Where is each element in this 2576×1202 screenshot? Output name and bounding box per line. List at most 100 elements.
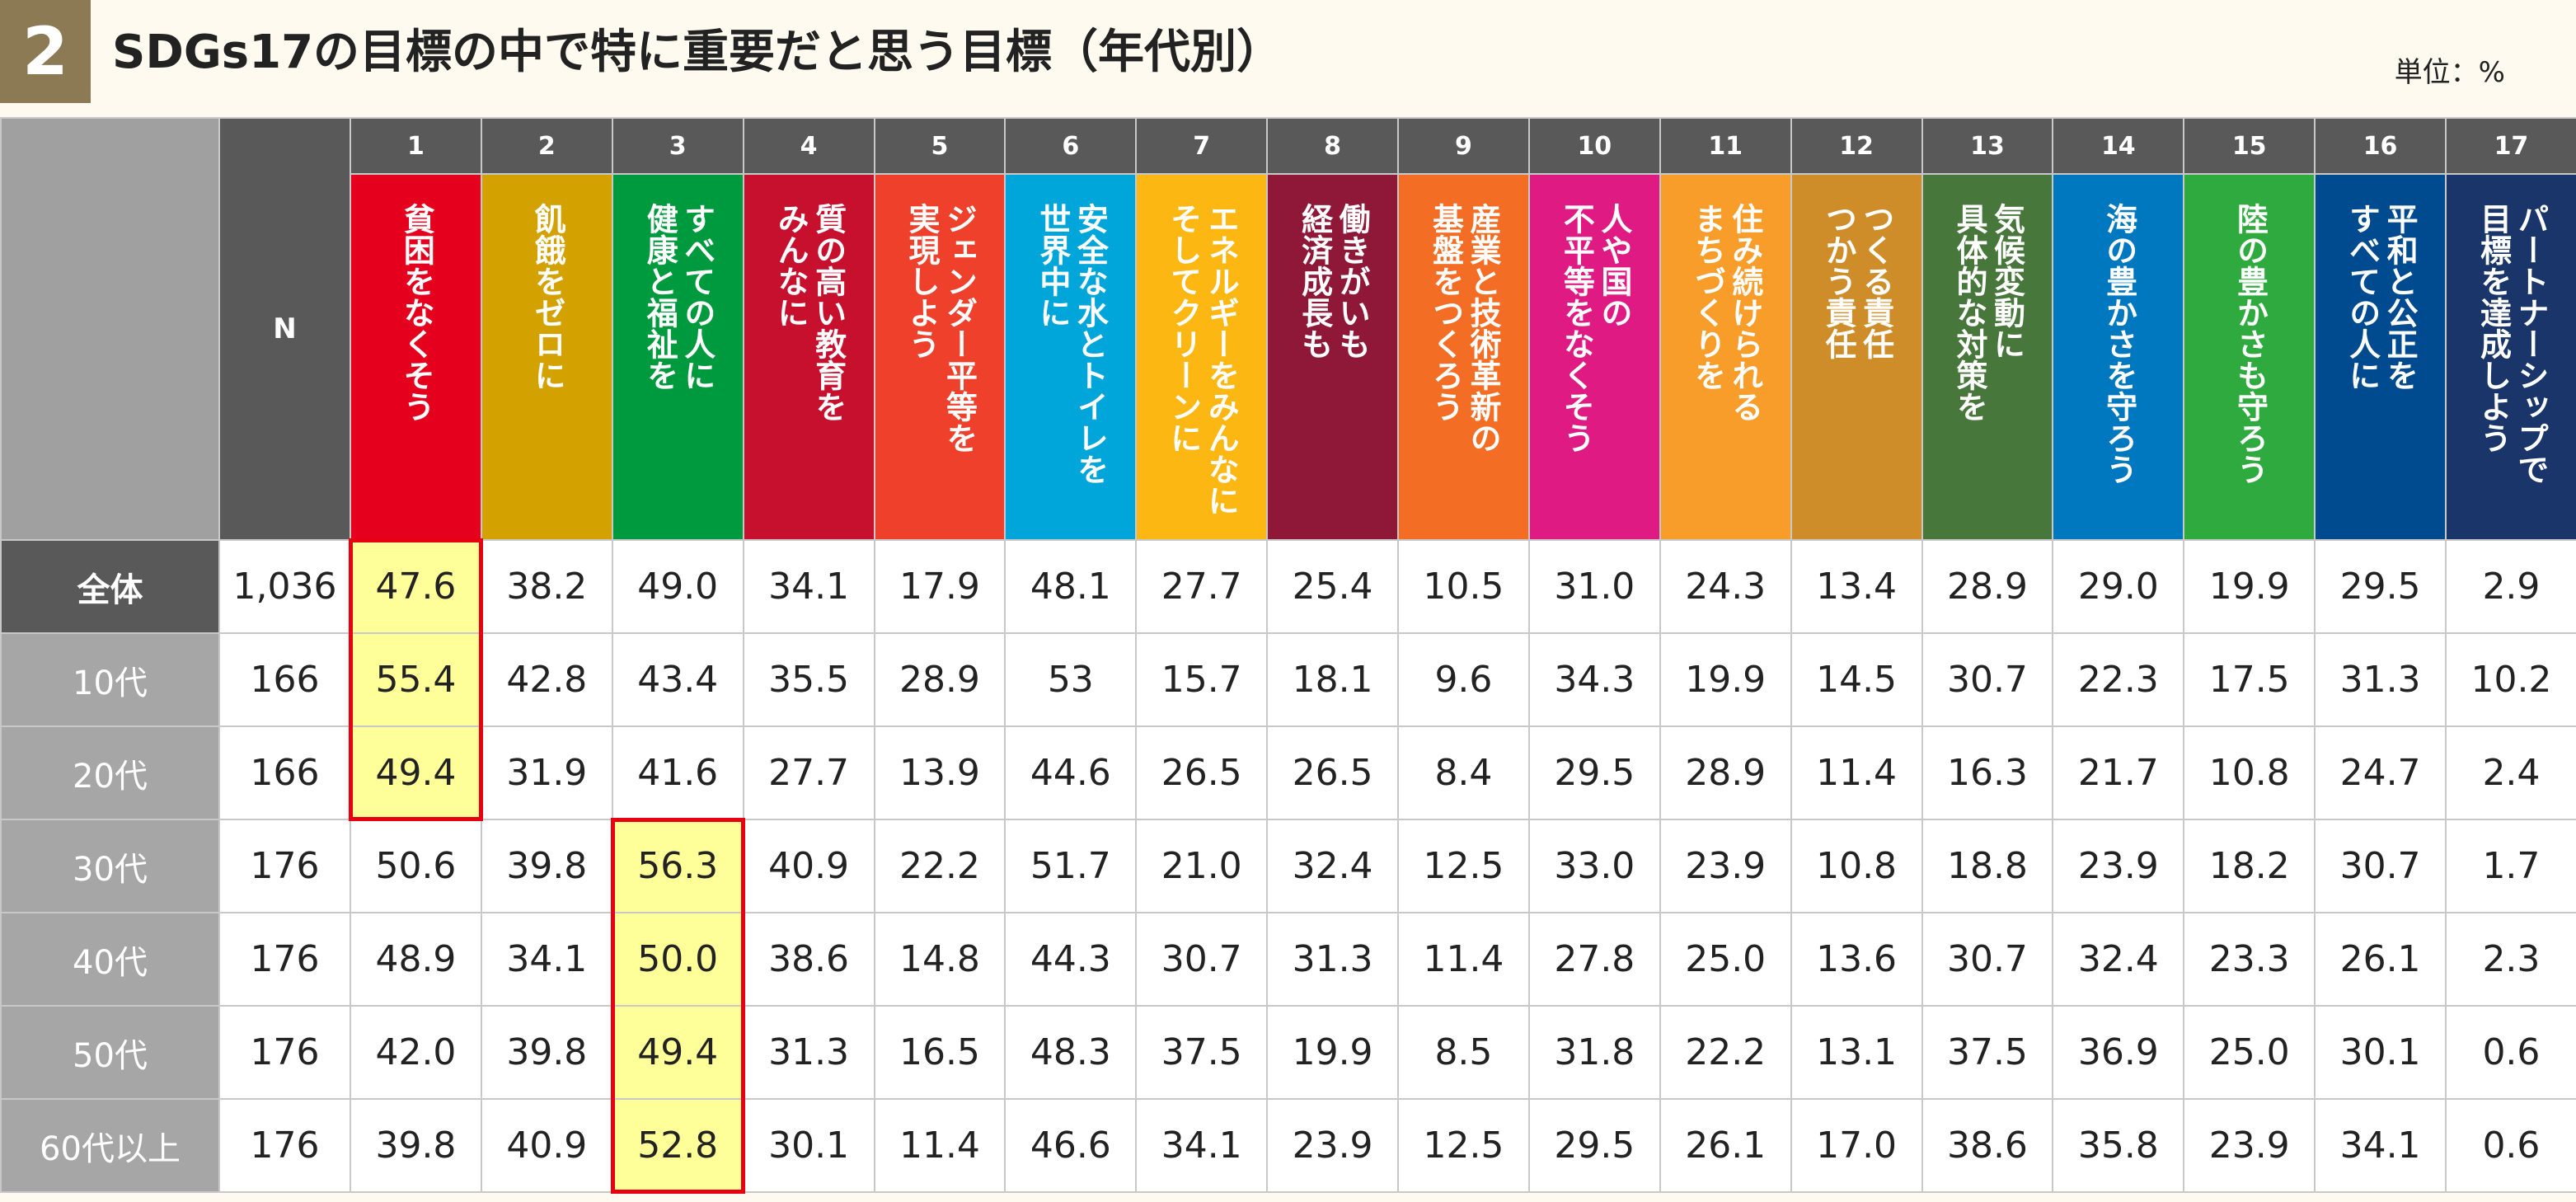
- value-cell: 23.9: [2052, 819, 2185, 913]
- goal-name-text: 気候変動に 具体的な対策を: [1950, 203, 2025, 422]
- value-cell: 31.0: [1527, 539, 1661, 634]
- value-cell: 39.8: [480, 1005, 613, 1100]
- unit-label: 単位：%: [2394, 56, 2505, 89]
- value-cell: 28.9: [1659, 725, 1792, 820]
- value-cell: 10.5: [1397, 539, 1530, 634]
- section-number-badge: 2: [0, 0, 91, 103]
- value-cell: 18.2: [2183, 819, 2316, 913]
- goal-name-text: 平和と公正を すべての人に: [2344, 203, 2419, 391]
- goal-name-5: ジェンダー平等を 実現しよう: [873, 173, 1006, 541]
- table-corner: [0, 117, 220, 541]
- value-cell: 27.8: [1527, 912, 1661, 1007]
- value-cell: 52.8: [611, 1098, 744, 1193]
- goal-name-1: 貧困をなくそう: [350, 173, 482, 541]
- value-cell: 11.4: [1790, 725, 1923, 820]
- value-cell: 31.8: [1527, 1005, 1661, 1100]
- goal-name-12: つくる責任 つかう責任: [1790, 173, 1923, 541]
- value-cell: 30.1: [2314, 1005, 2447, 1100]
- value-cell: 19.9: [1266, 1005, 1399, 1100]
- value-cell: 37.5: [1921, 1005, 2054, 1100]
- value-cell: 28.9: [1921, 539, 2054, 634]
- value-cell: 26.1: [1659, 1098, 1792, 1193]
- value-cell: 27.7: [742, 725, 875, 820]
- goal-number-1: 1: [350, 117, 482, 175]
- goal-number-7: 7: [1135, 117, 1269, 175]
- value-cell: 16.5: [873, 1005, 1006, 1100]
- goal-name-text: 働きがいも 経済成長も: [1296, 203, 1371, 359]
- goal-name-text: 安全な水とトイレを 世界中に: [1034, 203, 1109, 485]
- value-cell: 31.9: [480, 725, 613, 820]
- row-label: 全体: [0, 539, 220, 634]
- value-cell: 39.8: [350, 1098, 482, 1193]
- value-cell: 34.1: [480, 912, 613, 1007]
- value-cell: 22.2: [873, 819, 1006, 913]
- value-cell: 38.6: [1921, 1098, 2054, 1193]
- n-cell: 176: [218, 819, 351, 913]
- value-cell: 16.3: [1921, 725, 2054, 820]
- value-cell: 17.9: [873, 539, 1006, 634]
- value-cell: 2.9: [2445, 539, 2576, 634]
- value-cell: 17.5: [2183, 632, 2316, 727]
- value-cell: 34.1: [2314, 1098, 2447, 1193]
- goal-number-10: 10: [1527, 117, 1661, 175]
- value-cell: 30.7: [1921, 632, 2054, 727]
- n-cell: 166: [218, 632, 351, 727]
- value-cell: 12.5: [1397, 1098, 1530, 1193]
- data-table: N 1 2 3 4 5 6 7 8 9 10 11 12 13 14 15 16 17 貧困をなくそう 飢餓をゼロにす…: [0, 117, 2576, 1193]
- table-row: 20代 166 49.4 31.9 41.6 27.7 13.9 44.6 26.5 26.5 8.…: [0, 725, 2576, 820]
- goal-name-2: 飢餓をゼロに: [480, 173, 613, 541]
- value-cell: 17.0: [1790, 1098, 1923, 1193]
- n-cell: 166: [218, 725, 351, 820]
- value-cell: 29.5: [2314, 539, 2447, 634]
- chart-title: SDGs17の目標の中で特に重要だと思う目標（年代別）: [112, 26, 1283, 79]
- value-cell: 19.9: [2183, 539, 2316, 634]
- goal-name-text: ジェンダー平等を 実現しよう: [903, 203, 978, 453]
- value-cell: 25.4: [1266, 539, 1399, 634]
- header: 2 SDGs17の目標の中で特に重要だと思う目標（年代別） 単位：%: [0, 0, 2576, 117]
- value-cell: 23.9: [1659, 819, 1792, 913]
- value-cell: 11.4: [873, 1098, 1006, 1193]
- goal-name-text: エネルギーをみんなに そしてクリーンに: [1165, 203, 1240, 516]
- value-cell: 21.7: [2052, 725, 2185, 820]
- value-cell: 34.1: [1135, 1098, 1269, 1193]
- goal-number-13: 13: [1921, 117, 2054, 175]
- value-cell: 0.6: [2445, 1005, 2576, 1100]
- goal-name-11: 住み続けられる まちづくりを: [1659, 173, 1792, 541]
- value-cell: 30.7: [1921, 912, 2054, 1007]
- goal-name-text: 質の高い教育を みんなに: [772, 203, 847, 422]
- row-label: 50代: [0, 1005, 220, 1100]
- table-row: 60代以上 176 39.8 40.9 52.8 30.1 11.4 46.6 34.1 23.9…: [0, 1098, 2576, 1193]
- goal-name-7: エネルギーをみんなに そしてクリーンに: [1135, 173, 1269, 541]
- value-cell: 0.6: [2445, 1098, 2576, 1193]
- value-cell: 29.5: [1527, 1098, 1661, 1193]
- goal-number-14: 14: [2052, 117, 2185, 175]
- table-row: 全体 1,036 47.6 38.2 49.0 34.1 17.9 48.1 27.7 25.4 1…: [0, 539, 2576, 634]
- goal-number-9: 9: [1397, 117, 1530, 175]
- goal-name-text: 海の豊かさを守ろう: [2100, 203, 2137, 485]
- value-cell: 24.7: [2314, 725, 2447, 820]
- value-cell: 31.3: [2314, 632, 2447, 727]
- row-label: 20代: [0, 725, 220, 820]
- value-cell: 13.6: [1790, 912, 1923, 1007]
- goal-name-16: 平和と公正を すべての人に: [2314, 173, 2447, 541]
- goal-name-3: すべての人に 健康と福祉を: [611, 173, 744, 541]
- value-cell: 18.1: [1266, 632, 1399, 727]
- table-row: 10代 166 55.4 42.8 43.4 35.5 28.9 53 15.7 18.1 9.6 3…: [0, 632, 2576, 727]
- goal-name-text: 住み続けられる まちづくりを: [1689, 203, 1763, 422]
- goal-number-3: 3: [611, 117, 744, 175]
- goal-number-12: 12: [1790, 117, 1923, 175]
- value-cell: 23.3: [2183, 912, 2316, 1007]
- value-cell: 44.3: [1004, 912, 1138, 1007]
- value-cell: 14.5: [1790, 632, 1923, 727]
- value-cell: 2.4: [2445, 725, 2576, 820]
- value-cell: 49.4: [611, 1005, 744, 1100]
- value-cell: 34.3: [1527, 632, 1661, 727]
- goal-name-15: 陸の豊かさも守ろう: [2183, 173, 2316, 541]
- value-cell: 36.9: [2052, 1005, 2185, 1100]
- value-cell: 2.3: [2445, 912, 2576, 1007]
- value-cell: 40.9: [480, 1098, 613, 1193]
- value-cell: 50.0: [611, 912, 744, 1007]
- value-cell: 42.0: [350, 1005, 482, 1100]
- goal-number-2: 2: [480, 117, 613, 175]
- goal-number-15: 15: [2183, 117, 2316, 175]
